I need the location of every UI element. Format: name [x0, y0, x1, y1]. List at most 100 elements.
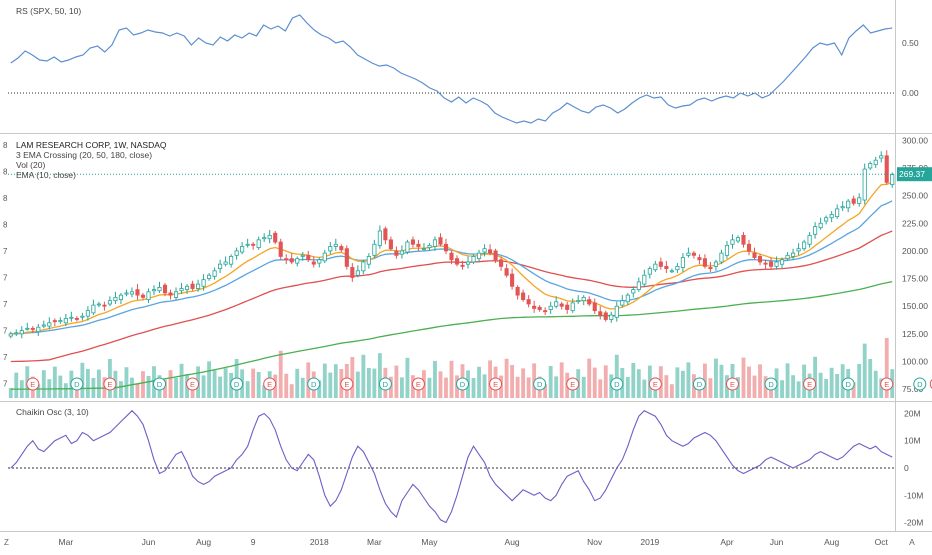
candle	[355, 270, 360, 276]
candle	[752, 252, 757, 258]
volume-bar	[477, 366, 481, 398]
candle	[554, 301, 559, 307]
candle	[300, 254, 305, 257]
volume-bar	[636, 369, 641, 398]
earnings-marker	[725, 377, 739, 391]
rs-line	[10, 14, 893, 124]
dividend-marker	[378, 377, 392, 391]
candle	[741, 235, 746, 245]
dividend-marker-label: D	[614, 380, 620, 389]
chaikin-legend[interactable]: Chaikin Osc (3, 10)	[16, 407, 89, 417]
volume-bar	[333, 364, 338, 398]
volume-bar	[141, 371, 145, 398]
volume-bar	[873, 370, 878, 398]
volume-bar	[245, 381, 250, 398]
volume-bar	[818, 372, 823, 398]
time-tick-label: 9	[251, 537, 256, 547]
price-tick-label: 75.00	[902, 384, 924, 394]
volume-bar	[554, 376, 559, 398]
volume-bar	[8, 388, 13, 398]
volume-bar	[714, 358, 718, 398]
volume-bar	[168, 370, 173, 398]
volume-bar	[328, 372, 333, 398]
volume-bar	[488, 360, 492, 398]
price-tick-label: 300.00	[902, 135, 928, 145]
candle	[603, 312, 608, 320]
candle	[443, 243, 449, 252]
price-tick-label: 250.00	[902, 191, 928, 201]
earnings-marker	[103, 377, 117, 391]
left-edge-label: 7	[3, 300, 8, 309]
earnings-marker-label: E	[730, 380, 735, 389]
candle	[592, 302, 597, 312]
candle	[680, 257, 685, 268]
candle	[620, 300, 625, 306]
earnings-marker	[880, 377, 894, 391]
volume-bar	[63, 383, 68, 398]
volume-bar	[289, 384, 294, 398]
rs-tick-label: 0.00	[902, 88, 919, 98]
time-tick-label: Aug	[196, 537, 211, 547]
volume-bar	[526, 377, 531, 398]
volume-bar	[592, 367, 597, 398]
candle	[807, 235, 812, 245]
candle	[510, 273, 515, 287]
volume-bar	[708, 378, 713, 398]
dividend-marker-label: D	[74, 380, 80, 389]
price-tick-label: 225.00	[902, 218, 928, 228]
candle	[410, 239, 415, 245]
dividend-marker-label: D	[157, 380, 163, 389]
rs-legend[interactable]: RS (SPX, 50, 10)	[16, 6, 81, 16]
volume-bar	[262, 385, 267, 398]
dividend-marker-label: D	[311, 380, 317, 389]
volume-bar	[521, 368, 526, 398]
price-legend[interactable]: LAM RESEARCH CORP, 1W, NASDAQ 3 EMA Cros…	[16, 140, 167, 180]
candle	[565, 304, 570, 310]
time-tick-label: Mar	[367, 537, 382, 547]
volume-bar	[482, 374, 487, 398]
candle	[234, 250, 239, 256]
volume-bar	[146, 376, 151, 398]
volume-bar	[355, 371, 360, 398]
candle	[278, 241, 283, 257]
candle	[818, 222, 823, 229]
chaikin-tick-label: 10M	[904, 436, 921, 446]
dividend-marker-label: D	[460, 380, 466, 389]
volume-bar	[686, 362, 691, 398]
candle	[157, 287, 162, 292]
ema-crossing-legend: 3 EMA Crossing (20, 50, 180, close)	[16, 150, 153, 160]
candle	[251, 243, 256, 246]
volume-bar	[36, 384, 41, 398]
left-edge-label: 8	[3, 194, 8, 203]
candle	[488, 249, 493, 254]
volume-bar	[124, 367, 129, 398]
volume-bar	[201, 375, 206, 398]
left-edge-label: 7	[3, 274, 8, 283]
candle	[179, 288, 184, 292]
dividend-marker	[230, 377, 244, 391]
candle	[757, 256, 763, 263]
volume-bar	[190, 383, 195, 398]
candle	[846, 200, 851, 209]
chaikin-tick-label: -10M	[904, 490, 923, 500]
volume-bar	[218, 376, 223, 398]
dividend-marker-label: D	[768, 380, 774, 389]
chaikin-tick-label: 20M	[904, 408, 921, 418]
candle	[658, 261, 663, 267]
volume-bar	[664, 375, 669, 398]
volume-bar	[405, 357, 410, 398]
candle	[295, 258, 300, 264]
dividend-marker-label: D	[383, 380, 389, 389]
earnings-marker-label: E	[190, 380, 195, 389]
candle	[256, 239, 261, 248]
volume-bar	[433, 361, 437, 398]
candle	[372, 243, 377, 256]
chaikin-line	[10, 409, 893, 524]
volume-bar	[796, 381, 801, 398]
candle	[581, 296, 586, 302]
candle	[201, 279, 206, 287]
candle	[328, 246, 333, 252]
candle	[383, 228, 388, 241]
candle	[80, 315, 85, 318]
